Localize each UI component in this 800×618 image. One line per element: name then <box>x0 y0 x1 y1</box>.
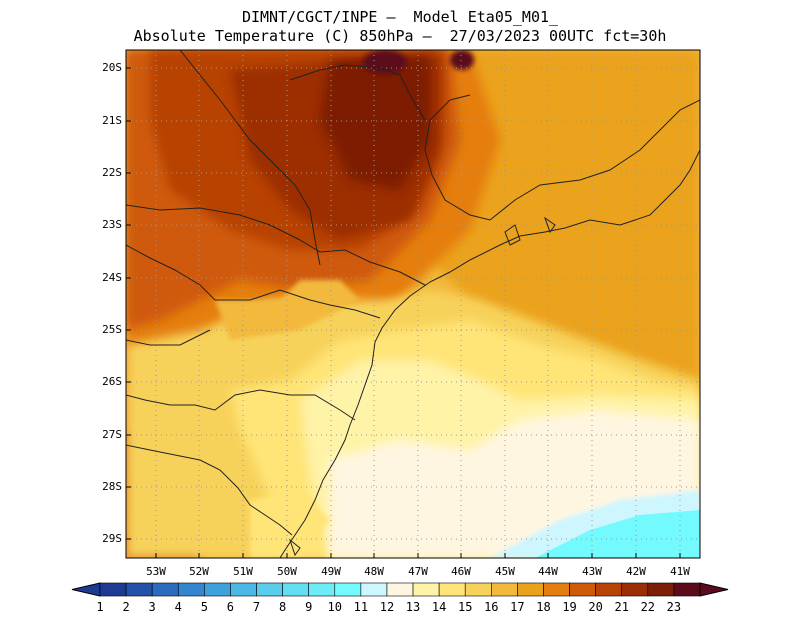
colorbar-swatch <box>491 582 518 597</box>
colorbar-label: 13 <box>405 600 421 614</box>
lagoon <box>288 538 301 557</box>
lat-label: 21S <box>102 114 122 127</box>
colorbar-label: 21 <box>614 600 629 614</box>
lat-label: 23S <box>102 218 122 231</box>
lon-label: 51W <box>233 565 253 578</box>
colorbar-label: 3 <box>148 600 156 614</box>
lon-label: 49W <box>321 565 341 578</box>
colorbar-swatch <box>412 582 440 597</box>
lat-label: 28S <box>102 480 122 493</box>
lat-label: 26S <box>102 375 122 388</box>
axis-ticks <box>126 67 681 558</box>
colorbar-swatch <box>569 582 596 597</box>
colorbar-label: 22 <box>640 600 656 614</box>
coastline-islands <box>504 216 556 246</box>
colorbar-swatch <box>256 582 283 597</box>
colorbar-swatch <box>517 582 544 597</box>
colorbar-swatch <box>99 582 127 597</box>
lon-label: 46W <box>451 565 471 578</box>
colorbar-label: 4 <box>174 600 182 614</box>
colorbar-label: 16 <box>484 600 499 614</box>
colorbar-label: 1 <box>96 600 104 614</box>
lon-label: 41W <box>670 565 690 578</box>
colorbar-label: 9 <box>305 600 313 614</box>
colorbar-swatch <box>177 582 205 597</box>
coastline-and-borders <box>126 50 700 558</box>
colorbar-label: 6 <box>226 600 235 614</box>
title-line-2: Absolute Temperature (C) 850hPa – 27/03/… <box>133 27 667 45</box>
lat-label: 20S <box>102 61 122 74</box>
lon-label: 44W <box>538 565 558 578</box>
border-mato-grosso-do-sul <box>179 50 321 266</box>
colorbar-swatch <box>308 582 336 597</box>
colorbar-label: 5 <box>200 600 208 614</box>
colorbar-label: 11 <box>353 600 369 614</box>
lon-label: 42W <box>626 565 646 578</box>
colorbar-swatch <box>125 582 153 597</box>
lat-label: 27S <box>102 428 122 441</box>
colorbar-swatch <box>621 582 649 597</box>
border-minas-gerais <box>424 94 700 221</box>
lon-label: 50W <box>277 565 297 578</box>
colorbar-label: 7 <box>252 600 261 614</box>
colorbar-label: 15 <box>457 600 473 614</box>
lon-label: 45W <box>495 565 515 578</box>
colorbar-swatch <box>360 582 388 597</box>
title-line-1: DIMNT/CGCT/INPE – Model Eta05_M01_ <box>241 8 559 26</box>
colorbar-swatch <box>386 582 414 597</box>
colorbar-label: 2 <box>122 600 130 614</box>
lat-label: 24S <box>102 271 122 284</box>
border-parana-sc <box>126 244 381 319</box>
colorbar-label: 20 <box>588 600 603 614</box>
lon-label: 47W <box>408 565 428 578</box>
colorbar-label: 12 <box>379 600 395 614</box>
lon-label: 43W <box>582 565 602 578</box>
colorbar-label: 18 <box>536 600 551 614</box>
border-sao-paulo <box>289 64 426 121</box>
border-argentina <box>126 329 211 346</box>
lon-label: 48W <box>364 565 384 578</box>
colorbar-swatch <box>464 582 492 597</box>
border-parana-north <box>126 204 426 286</box>
colorbar-swatch <box>204 582 231 597</box>
colorbar-swatch <box>438 582 466 597</box>
colorbar-arrow-low <box>71 582 101 597</box>
colorbar-label: 23 <box>666 600 682 614</box>
colorbar-label: 14 <box>431 600 447 614</box>
colorbar-label: 19 <box>562 600 577 614</box>
colorbar-swatch <box>595 582 623 597</box>
colorbar-label: 10 <box>327 600 342 614</box>
border-uruguay <box>126 444 293 536</box>
colorbar-swatch <box>673 582 701 597</box>
colorbar-swatch <box>334 582 362 597</box>
map-frame <box>125 49 701 559</box>
colorbar-label: 17 <box>510 600 525 614</box>
colorbar-label: 8 <box>278 600 287 614</box>
border-sc-rs <box>126 389 356 421</box>
colorbar-swatch <box>230 582 257 597</box>
colorbar-arrow-high <box>699 582 729 597</box>
lon-label: 53W <box>146 565 166 578</box>
colorbar <box>71 582 729 597</box>
coastline <box>279 149 700 558</box>
colorbar-swatch <box>543 582 570 597</box>
lon-label: 52W <box>189 565 209 578</box>
temperature-field <box>126 50 700 558</box>
colorbar-swatch <box>282 582 309 597</box>
lat-label: 22S <box>102 166 122 179</box>
colorbar-swatch <box>151 582 179 597</box>
lat-label: 25S <box>102 323 122 336</box>
lat-lon-grid <box>126 50 700 558</box>
colorbar-swatch <box>647 582 675 597</box>
lat-label: 29S <box>102 532 122 545</box>
